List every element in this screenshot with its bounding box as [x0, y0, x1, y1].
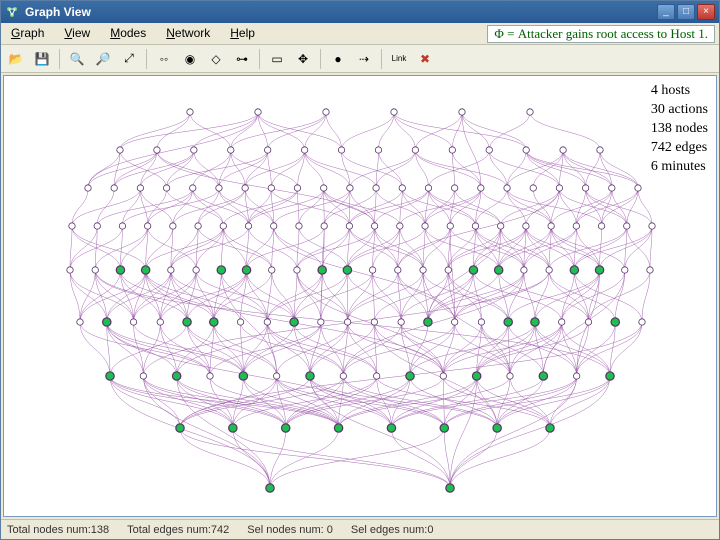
app-window: Graph View _ □ × GraphViewModesNetworkHe…	[0, 0, 720, 540]
maximize-button[interactable]: □	[677, 4, 695, 20]
stats-line: 742 edges	[651, 139, 708, 158]
pan-icon[interactable]: ✥	[292, 48, 314, 70]
layout1-icon[interactable]: ◦◦	[153, 48, 175, 70]
window-controls: _ □ ×	[657, 4, 715, 20]
toolbar-separator	[146, 49, 147, 69]
attack-graph-svg	[4, 76, 716, 516]
zoom-out-icon[interactable]: 🔎	[92, 48, 114, 70]
toolbar-separator	[320, 49, 321, 69]
titlebar[interactable]: Graph View _ □ ×	[1, 1, 719, 23]
select-icon[interactable]: ▭	[266, 48, 288, 70]
menu-graph[interactable]: Graph	[1, 23, 54, 44]
minimize-button[interactable]: _	[657, 4, 675, 20]
tree-icon[interactable]: ⊶	[231, 48, 253, 70]
status-segment: Total edges num:742	[127, 524, 229, 536]
menu-modes[interactable]: Modes	[100, 23, 156, 44]
close-button[interactable]: ×	[697, 4, 715, 20]
link-icon[interactable]: Link	[388, 48, 410, 70]
goal-banner: Φ = Attacker gains root access to Host 1…	[487, 25, 715, 43]
menu-help[interactable]: Help	[220, 23, 265, 44]
stats-line: 138 nodes	[651, 120, 708, 139]
stats-overlay: 4 hosts30 actions138 nodes742 edges6 min…	[651, 82, 708, 176]
toolbar-separator	[259, 49, 260, 69]
status-segment: Sel nodes num: 0	[247, 524, 333, 536]
stats-line: 30 actions	[651, 101, 708, 120]
status-segment: Total nodes num:138	[7, 524, 109, 536]
menu-view[interactable]: View	[54, 23, 100, 44]
layout2-icon[interactable]: ◉	[179, 48, 201, 70]
toolbar-separator	[381, 49, 382, 69]
stats-line: 6 minutes	[651, 158, 708, 177]
layout3-icon[interactable]: ◇	[205, 48, 227, 70]
toolbar: 📂💾 🔍🔎⤢ ◦◦◉◇⊶ ▭✥ ●⇢ Link✖	[1, 45, 719, 73]
stats-line: 4 hosts	[651, 82, 708, 101]
window-title: Graph View	[25, 5, 657, 19]
zoom-in-icon[interactable]: 🔍	[66, 48, 88, 70]
menu-network[interactable]: Network	[156, 23, 220, 44]
toolbar-separator	[59, 49, 60, 69]
graph-canvas[interactable]: 4 hosts30 actions138 nodes742 edges6 min…	[3, 75, 717, 517]
status-segment: Sel edges num:0	[351, 524, 434, 536]
node-style-icon[interactable]: ●	[327, 48, 349, 70]
app-icon	[5, 5, 19, 19]
edge-style-icon[interactable]: ⇢	[353, 48, 375, 70]
close-tool-icon[interactable]: ✖	[414, 48, 436, 70]
open-icon[interactable]: 📂	[5, 48, 27, 70]
statusbar: Total nodes num:138 Total edges num:742 Se…	[1, 519, 719, 539]
menubar: GraphViewModesNetworkHelp Φ = Attacker g…	[1, 23, 719, 45]
save-icon[interactable]: 💾	[31, 48, 53, 70]
fit-icon[interactable]: ⤢	[118, 48, 140, 70]
